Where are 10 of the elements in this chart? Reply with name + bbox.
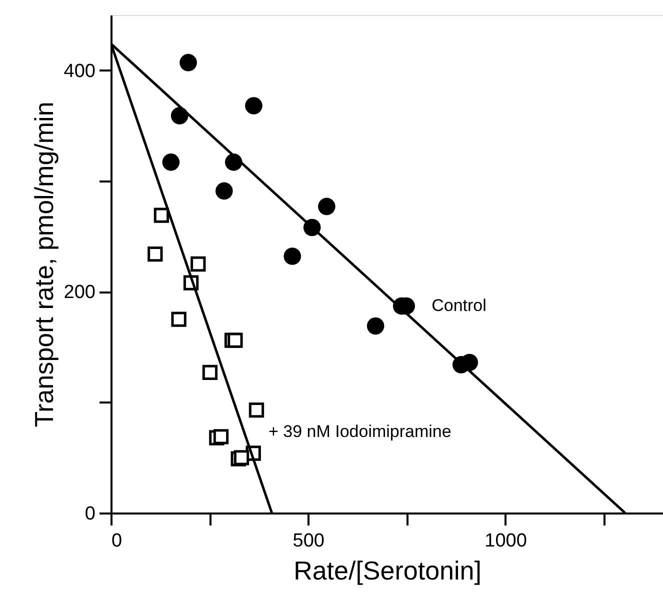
y-tick-label: 200: [64, 282, 96, 304]
series-label: + 39 nM Iodoimipramine: [268, 422, 452, 442]
x-tick-label: 1000: [484, 530, 527, 552]
x-axis-title: Rate/[Serotonin]: [294, 556, 482, 586]
y-axis-title: Transport rate, pmol/mg/min: [28, 102, 59, 428]
x-tick-label: 0: [112, 530, 122, 552]
y-tick-label: 0: [84, 504, 96, 524]
series-label: Control: [432, 296, 486, 316]
y-tick-label: 400: [64, 60, 96, 82]
x-tick-label: 500: [292, 530, 324, 552]
